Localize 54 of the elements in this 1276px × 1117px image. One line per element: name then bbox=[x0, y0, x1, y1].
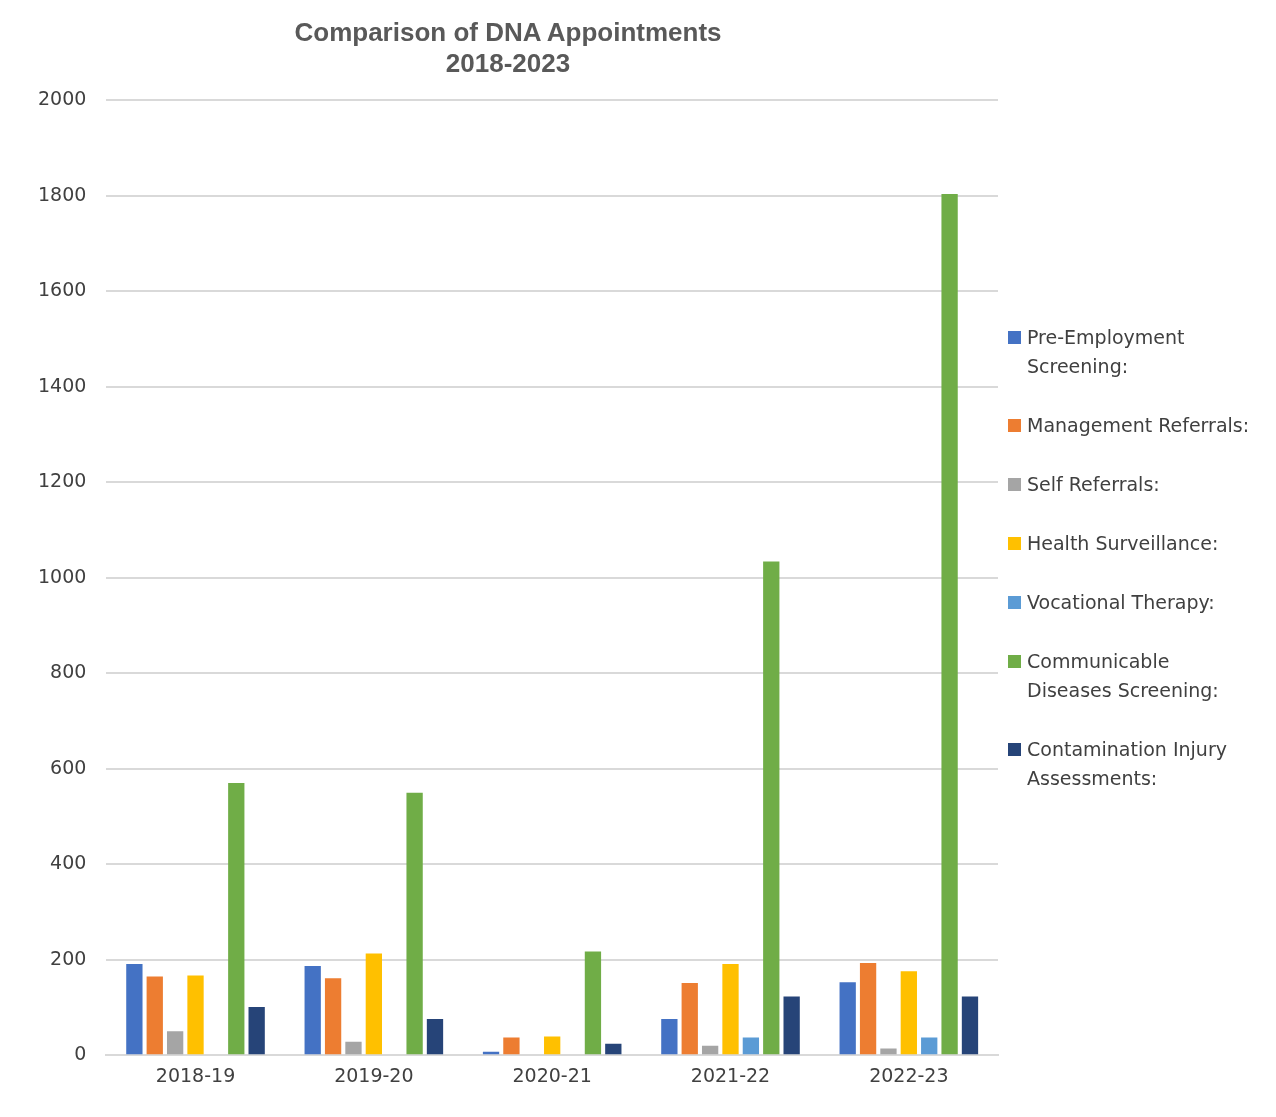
y-tick-label: 2000 bbox=[37, 87, 87, 110]
legend-label: Contamination Injury Assessments: bbox=[1027, 737, 1228, 791]
legend-label: Vocational Therapy: bbox=[1027, 590, 1215, 615]
bar bbox=[661, 1018, 678, 1055]
bar bbox=[880, 1048, 897, 1055]
bar bbox=[742, 1037, 760, 1055]
bar bbox=[839, 982, 856, 1055]
bar bbox=[345, 1041, 362, 1055]
bar bbox=[406, 792, 423, 1055]
y-tick-label: 200 bbox=[50, 946, 87, 969]
bar bbox=[681, 983, 698, 1055]
bar bbox=[941, 193, 958, 1055]
bar bbox=[961, 996, 979, 1055]
bar bbox=[503, 1037, 520, 1055]
bar bbox=[900, 971, 917, 1055]
bar bbox=[228, 783, 245, 1055]
bar bbox=[126, 964, 143, 1055]
chart-title: Comparison of DNA Appointments 2018-2023 bbox=[294, 16, 722, 78]
bar bbox=[544, 1036, 561, 1055]
x-tick-label: 2018-19 bbox=[155, 1063, 236, 1086]
bar bbox=[722, 964, 739, 1055]
bar bbox=[187, 975, 204, 1055]
bar bbox=[304, 965, 321, 1055]
legend-label: Pre-Employment Screening: bbox=[1027, 325, 1186, 379]
legend-label: Health Surveillance: bbox=[1027, 531, 1219, 556]
bar bbox=[146, 976, 163, 1055]
y-tick-label: 1000 bbox=[37, 564, 87, 587]
bar bbox=[324, 978, 342, 1055]
y-tick-label: 0 bbox=[74, 1042, 87, 1065]
bar bbox=[605, 1043, 622, 1055]
bar bbox=[783, 996, 800, 1055]
y-tick-label: 1400 bbox=[37, 373, 87, 396]
bar bbox=[248, 1006, 265, 1055]
bar bbox=[701, 1045, 719, 1055]
bar bbox=[584, 951, 602, 1055]
y-tick-label: 800 bbox=[50, 660, 87, 683]
x-tick-label: 2020-21 bbox=[512, 1063, 592, 1086]
y-tick-label: 1200 bbox=[37, 469, 87, 492]
x-tick-label: 2022-23 bbox=[869, 1063, 949, 1086]
bar bbox=[166, 1031, 184, 1055]
y-tick-label: 400 bbox=[50, 851, 87, 874]
bar bbox=[763, 561, 780, 1055]
bar bbox=[426, 1018, 444, 1055]
y-tick-label: 1600 bbox=[37, 278, 87, 301]
y-tick-label: 600 bbox=[50, 755, 87, 778]
legend-label: Communicable Diseases Screening: bbox=[1027, 649, 1220, 703]
x-tick-label: 2021-22 bbox=[690, 1063, 771, 1086]
bar bbox=[859, 963, 877, 1055]
legend-label: Self Referrals: bbox=[1027, 472, 1160, 497]
y-tick-label: 1800 bbox=[37, 182, 87, 205]
legend-label: Management Referrals: bbox=[1027, 413, 1250, 438]
bar bbox=[921, 1037, 938, 1055]
x-tick-label: 2019-20 bbox=[334, 1063, 414, 1086]
bar bbox=[365, 953, 382, 1055]
